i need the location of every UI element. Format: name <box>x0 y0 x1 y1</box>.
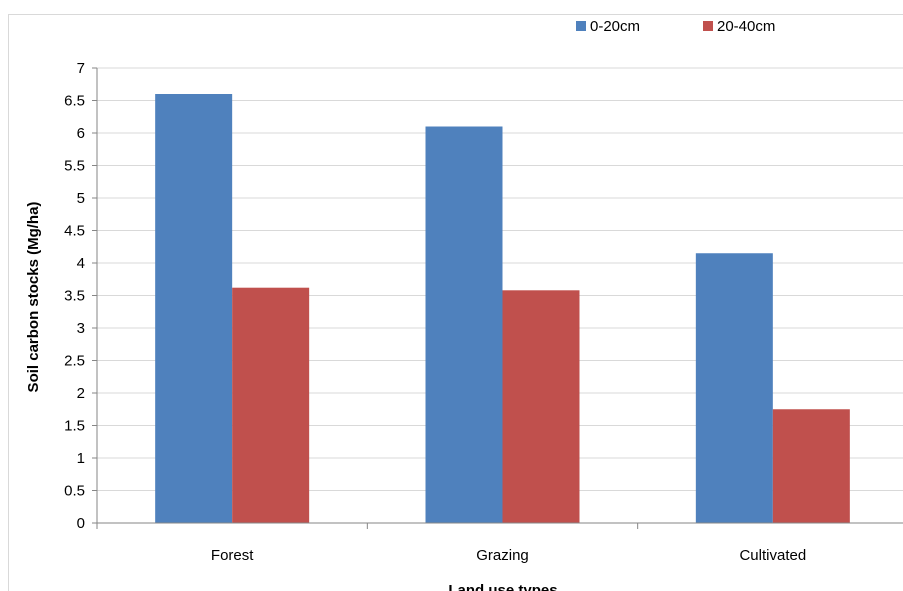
y-axis-title: Soil carbon stocks (Mg/ha) <box>25 202 42 393</box>
bar-grazing-20-40cm <box>502 290 580 523</box>
y-tick-label: 6.5 <box>64 93 85 110</box>
bar-cultivated-0-20cm <box>695 253 773 523</box>
y-tick-label: 3 <box>77 320 85 337</box>
y-tick-labels: 0 0.5 1 1.5 2 2.5 3 3.5 4 4.5 5 5.5 6 6.5 7 <box>64 60 85 532</box>
legend-label-0-20cm: 0-20cm <box>590 18 640 35</box>
x-tick-labels: Forest Grazing Cultivated <box>211 547 806 564</box>
y-tick-label: 1.5 <box>64 418 85 435</box>
y-tick-label: 5 <box>77 190 85 207</box>
x-tick-label: Forest <box>211 547 254 564</box>
y-tick-label: 2.5 <box>64 353 85 370</box>
x-tick-label: Grazing <box>476 547 529 564</box>
axes <box>92 67 903 529</box>
y-tick-label: 6 <box>77 125 85 142</box>
bar-grazing-0-20cm <box>425 126 503 523</box>
y-tick-label: 2 <box>77 385 85 402</box>
bars <box>155 94 850 523</box>
y-tick-label: 5.5 <box>64 158 85 175</box>
legend-label-20-40cm: 20-40cm <box>717 18 775 35</box>
legend-swatch-20-40cm <box>703 21 713 31</box>
x-axis-title: Land use types <box>448 582 557 591</box>
bar-forest-20-40cm <box>232 287 310 523</box>
bar-cultivated-20-40cm <box>772 409 850 523</box>
y-tick-label: 4 <box>77 255 85 272</box>
y-tick-label: 1 <box>77 450 85 467</box>
y-tick-label: 0 <box>77 515 85 532</box>
y-tick-label: 0.5 <box>64 483 85 500</box>
y-tick-label: 4.5 <box>64 223 85 240</box>
bar-forest-0-20cm <box>155 94 233 523</box>
legend-swatch-0-20cm <box>576 21 586 31</box>
y-tick-label: 7 <box>77 60 85 77</box>
y-tick-label: 3.5 <box>64 288 85 305</box>
legend: 0-20cm 20-40cm <box>576 18 775 35</box>
x-tick-label: Cultivated <box>739 547 806 564</box>
